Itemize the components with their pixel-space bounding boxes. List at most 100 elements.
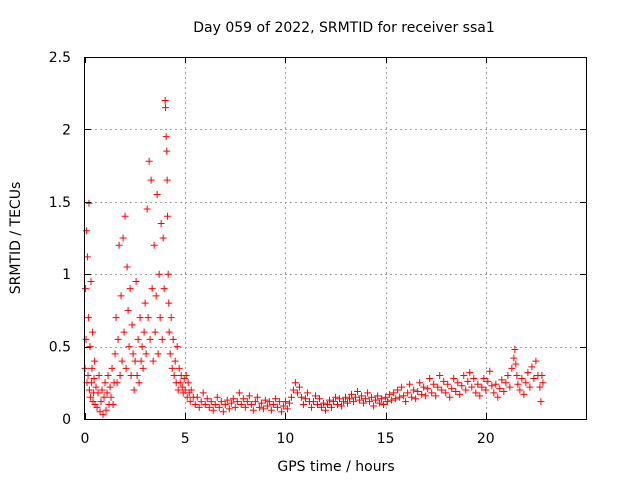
data-point: [117, 292, 125, 300]
data-point: [249, 406, 257, 414]
data-point: [119, 234, 127, 242]
data-point: [169, 335, 177, 343]
data-point: [422, 392, 430, 400]
y-tick-label: 1.5: [49, 195, 71, 211]
grid-lines: [85, 57, 586, 419]
data-point: [263, 402, 271, 410]
data-point: [151, 328, 159, 336]
data-point: [197, 398, 205, 406]
y-tick-label: 0: [62, 412, 71, 428]
data-point: [506, 383, 514, 391]
data-point: [321, 406, 329, 414]
data-point: [522, 379, 530, 387]
data-point: [356, 396, 364, 404]
data-point: [510, 354, 518, 362]
data-point: [171, 357, 179, 365]
data-point: [175, 364, 183, 372]
data-point: [518, 374, 526, 382]
data-point: [295, 383, 303, 391]
data-point: [287, 393, 295, 401]
data-point: [121, 212, 129, 220]
data-point: [253, 393, 261, 401]
data-point: [96, 408, 104, 416]
data-point: [436, 372, 444, 380]
data-point: [108, 364, 116, 372]
data-point: [101, 379, 109, 387]
data-point: [93, 403, 101, 411]
data-point: [106, 383, 114, 391]
data-point: [500, 387, 508, 395]
data-point: [257, 399, 265, 407]
data-point: [388, 396, 396, 404]
data-point: [472, 389, 480, 397]
x-tick-label: 20: [477, 431, 495, 447]
data-point: [134, 335, 142, 343]
data-point: [410, 386, 418, 394]
data-point: [135, 379, 143, 387]
data-point: [362, 395, 370, 403]
data-point: [428, 389, 436, 397]
data-point: [538, 372, 546, 380]
data-point: [382, 393, 390, 401]
data-point: [229, 395, 237, 403]
data-point: [313, 401, 321, 409]
axis-ticks: [85, 57, 586, 420]
data-point: [120, 328, 128, 336]
data-point: [454, 379, 462, 387]
data-point: [315, 395, 323, 403]
data-point: [91, 357, 99, 365]
data-point: [338, 402, 346, 410]
data-point: [293, 389, 301, 397]
data-point: [167, 314, 175, 322]
data-point: [221, 401, 229, 409]
data-point: [325, 396, 333, 404]
data-point: [114, 335, 122, 343]
data-point: [157, 220, 165, 228]
data-point: [374, 392, 382, 400]
data-point: [158, 335, 166, 343]
data-point: [199, 389, 207, 397]
data-point: [297, 393, 305, 401]
data-point: [364, 389, 372, 397]
data-point: [299, 401, 307, 409]
data-point: [468, 383, 476, 391]
data-point: [191, 401, 199, 409]
data-point: [195, 403, 203, 411]
data-point: [215, 403, 223, 411]
data-point: [213, 393, 221, 401]
data-point: [498, 376, 506, 384]
data-point: [92, 383, 100, 391]
data-point: [149, 357, 157, 365]
data-point: [211, 401, 219, 409]
data-point: [438, 386, 446, 394]
data-point: [261, 396, 269, 404]
data-point: [494, 393, 502, 401]
data-point: [82, 335, 90, 343]
data-point: [539, 379, 547, 387]
data-point: [376, 399, 384, 407]
data-point: [416, 379, 424, 387]
data-point: [512, 360, 520, 368]
data-point: [289, 386, 297, 394]
y-axis-label: SRMTID / TECUs: [8, 182, 24, 295]
data-point: [446, 393, 454, 401]
data-point: [241, 403, 249, 411]
data-point: [146, 335, 154, 343]
data-point: [122, 364, 130, 372]
data-point: [323, 401, 331, 409]
data-point: [85, 199, 93, 207]
data-point: [145, 157, 153, 165]
data-point: [203, 395, 211, 403]
data-point: [86, 343, 94, 351]
data-point: [398, 383, 406, 391]
y-tick-label: 2.5: [49, 50, 71, 66]
data-point: [129, 350, 137, 358]
data-point: [273, 403, 281, 411]
data-point: [255, 403, 263, 411]
data-point: [520, 390, 528, 398]
data-point: [162, 104, 170, 112]
data-point: [100, 393, 108, 401]
data-point: [285, 399, 293, 407]
data-point: [173, 343, 181, 351]
